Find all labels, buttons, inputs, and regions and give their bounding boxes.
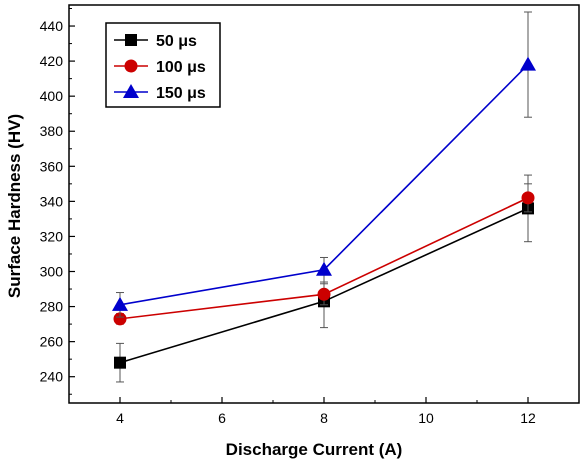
y-tick-label: 440 [40,18,64,34]
y-tick-label: 380 [40,123,64,139]
legend: 50 μs 100 μs 150 μs [105,22,221,108]
y-tick-label: 240 [40,369,64,385]
legend-marker [123,84,139,98]
y-tick-label: 280 [40,299,64,315]
data-point [520,56,536,71]
y-tick-label: 360 [40,158,64,174]
x-tick-label: 6 [218,410,226,426]
data-point [113,312,127,326]
legend-label: 150 μs [156,85,206,102]
legend-label: 50 μs [156,33,197,50]
plot-area: 4 6 8 10 12 240 260 280 300 320 340 360 380 400 420 440 [40,4,580,426]
y-tick-label: 300 [40,264,64,280]
legend-label: 100 μs [156,59,206,76]
y-axis-label: Surface Hardness (HV) [5,114,24,298]
y-tick-label: 320 [40,228,64,244]
y-tick-label: 260 [40,334,64,350]
x-axis-label: Discharge Current (A) [226,440,403,459]
legend-marker [125,34,137,46]
x-tick-label: 12 [520,410,536,426]
data-point [114,356,126,369]
y-tick-label: 340 [40,193,64,209]
y-tick-label: 400 [40,88,64,104]
y-tick-label: 420 [40,53,64,69]
x-tick-label: 10 [418,410,434,426]
legend-marker [124,59,138,73]
x-tick-label: 8 [320,410,328,426]
x-tick-label: 4 [116,410,124,426]
data-point [317,287,331,301]
data-point [316,261,332,276]
data-point [521,191,535,205]
data-point [112,296,128,311]
